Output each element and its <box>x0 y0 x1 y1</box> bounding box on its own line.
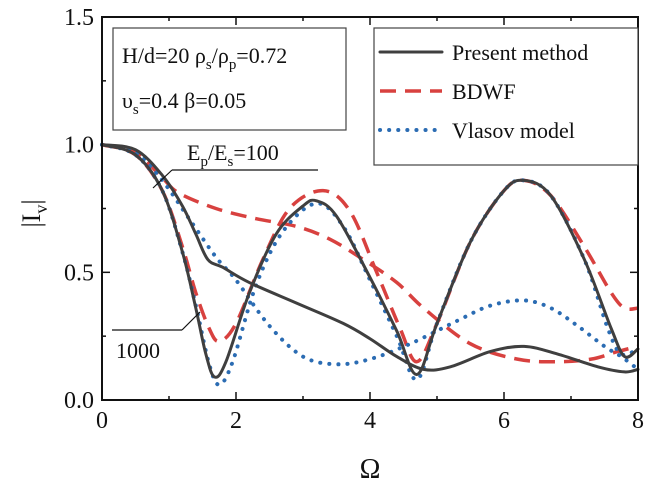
plot-frame <box>101 16 639 401</box>
text-part: =0.72 <box>236 43 287 68</box>
subscript: s <box>133 102 139 118</box>
legend-label: BDWF <box>452 79 516 104</box>
annotation-ep-es: Ep/Es=100 <box>187 140 279 170</box>
y-tick-label: 0.5 <box>64 260 94 286</box>
annotation-leader <box>152 169 173 189</box>
y-tick-label: 1.0 <box>64 133 94 159</box>
legend-label: Present method <box>452 40 588 65</box>
x-axis-label: Ω <box>360 454 381 485</box>
text-part: | <box>17 199 46 204</box>
parameter-line-1: H/d=20 ρs/ρp=0.72 <box>122 43 287 73</box>
x-tick-label: 4 <box>364 408 376 434</box>
y-axis-label: |Iv| <box>17 199 51 227</box>
subscript: s <box>228 154 234 170</box>
text-part: E <box>187 140 200 165</box>
subscript: p <box>200 154 207 170</box>
text-part: /E <box>208 140 228 165</box>
y-tick-label: 0.0 <box>64 388 94 414</box>
text-part: =0.4 β=0.05 <box>139 88 247 113</box>
text-part: H/d=20 ρ <box>122 43 206 68</box>
x-tick-label: 2 <box>230 408 242 434</box>
y-tick-label: 1.5 <box>64 5 94 31</box>
series-solid-100 <box>100 143 640 374</box>
text-part: =100 <box>233 140 278 165</box>
text-part: υ <box>122 88 133 113</box>
subscript: s <box>206 57 212 73</box>
x-tick-label: 0 <box>96 408 108 434</box>
parameter-line-2: υs=0.4 β=0.05 <box>122 88 246 118</box>
x-tick-label: 6 <box>498 408 510 434</box>
text-part: |I <box>17 214 46 228</box>
parameter-box <box>112 27 347 131</box>
subscript: p <box>229 57 236 73</box>
subscript: v <box>31 205 51 214</box>
annotation-1000: 1000 <box>116 338 160 363</box>
x-tick-label: 8 <box>632 408 644 434</box>
series-solid-1000 <box>100 143 640 379</box>
annotation-leader-1000 <box>181 311 201 331</box>
legend-label: Vlasov model <box>452 118 575 143</box>
text-part: /ρ <box>212 43 229 68</box>
